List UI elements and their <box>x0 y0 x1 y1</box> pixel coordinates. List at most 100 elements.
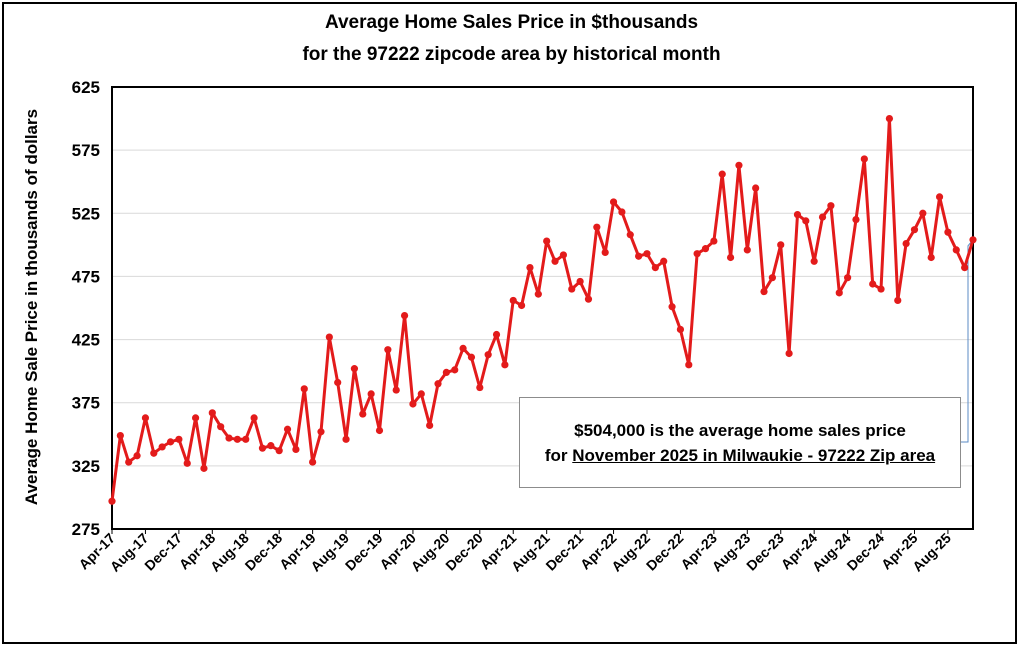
x-tick-label-Aug-24: Aug-24 <box>809 530 854 575</box>
callout-leader-line <box>961 239 974 443</box>
data-point-100 <box>944 228 952 236</box>
data-point-94 <box>894 296 902 305</box>
chart-title: Average Home Sales Price in $thousands <box>324 12 699 33</box>
data-point-44 <box>476 383 484 392</box>
x-tick-label-Dec-20: Dec-20 <box>442 530 486 574</box>
data-point-67 <box>668 303 676 311</box>
data-point-87 <box>835 289 843 297</box>
data-point-54 <box>559 251 567 259</box>
data-point-63 <box>635 252 643 260</box>
data-point-8 <box>175 435 183 443</box>
data-point-79 <box>768 274 776 282</box>
data-point-21 <box>283 425 292 433</box>
y-tick-label-325: 325 <box>72 457 100 476</box>
data-point-50 <box>526 263 534 272</box>
data-point-19 <box>267 442 275 450</box>
data-point-83 <box>802 217 810 225</box>
data-point-89 <box>852 216 860 224</box>
data-point-3 <box>133 452 141 460</box>
data-point-76 <box>743 246 751 254</box>
data-point-75 <box>735 161 743 169</box>
data-point-52 <box>543 237 551 245</box>
data-point-36 <box>409 400 417 408</box>
data-point-64 <box>643 250 651 258</box>
data-point-43 <box>467 353 476 361</box>
data-point-41 <box>451 366 459 374</box>
x-tick-label-Aug-21: Aug-21 <box>508 530 553 575</box>
data-point-23 <box>300 385 308 393</box>
data-point-56 <box>576 277 584 286</box>
data-point-101 <box>952 246 960 254</box>
data-point-65 <box>651 263 659 272</box>
data-point-58 <box>593 223 601 231</box>
x-tick-label-Aug-17: Aug-17 <box>107 530 152 575</box>
data-point-57 <box>584 295 593 303</box>
x-tick-label-Aug-22: Aug-22 <box>608 530 653 575</box>
data-point-47 <box>501 361 509 369</box>
data-point-46 <box>492 330 501 339</box>
data-point-72 <box>710 237 718 245</box>
data-point-92 <box>877 285 885 293</box>
x-tick-label-Dec-17: Dec-17 <box>141 530 185 574</box>
data-point-55 <box>568 285 576 293</box>
data-point-31 <box>367 390 375 398</box>
data-point-84 <box>810 257 818 265</box>
data-point-90 <box>860 155 868 163</box>
data-point-77 <box>752 184 760 192</box>
plot-area-border <box>111 86 974 530</box>
data-point-71 <box>701 245 710 253</box>
data-point-9 <box>183 459 191 467</box>
x-tick-label-Aug-23: Aug-23 <box>709 530 754 575</box>
data-point-91 <box>869 280 877 288</box>
x-tick-label-Aug-18: Aug-18 <box>207 530 252 575</box>
data-point-99 <box>935 193 944 201</box>
y-tick-label-575: 575 <box>72 141 100 160</box>
x-tick-label-Dec-18: Dec-18 <box>242 530 286 574</box>
x-tick-label-Dec-19: Dec-19 <box>342 530 386 574</box>
data-point-12 <box>208 409 216 417</box>
data-point-17 <box>250 414 258 422</box>
callout-line-2-underlined: November 2025 in Milwaukie - 97222 Zip a… <box>572 446 936 465</box>
annotation-callout: $504,000 is the average home sales price… <box>519 397 961 488</box>
data-point-1 <box>116 431 124 440</box>
data-point-51 <box>534 290 542 298</box>
x-tick-label-Dec-24: Dec-24 <box>843 530 887 574</box>
x-tick-label-Aug-25: Aug-25 <box>909 530 954 575</box>
data-point-73 <box>718 170 726 178</box>
data-point-80 <box>777 241 785 249</box>
data-point-11 <box>200 464 208 472</box>
data-point-27 <box>334 378 342 387</box>
data-point-22 <box>292 445 300 454</box>
data-point-20 <box>275 447 283 455</box>
data-point-29 <box>350 365 359 373</box>
data-point-60 <box>609 198 618 206</box>
data-point-68 <box>676 325 685 334</box>
y-tick-label-625: 625 <box>72 78 100 97</box>
data-point-93 <box>885 114 894 123</box>
x-tick-label-Aug-19: Aug-19 <box>307 530 352 575</box>
data-point-0 <box>108 497 116 505</box>
data-point-37 <box>417 390 425 398</box>
data-point-13 <box>217 423 225 431</box>
data-point-40 <box>442 368 450 377</box>
y-tick-label-275: 275 <box>72 520 100 539</box>
x-tick-label-Dec-21: Dec-21 <box>542 530 586 574</box>
callout-line-2-prefix: for <box>544 446 573 465</box>
data-point-35 <box>400 311 409 320</box>
y-tick-label-425: 425 <box>72 331 100 350</box>
data-point-103 <box>969 236 977 244</box>
data-point-24 <box>309 458 317 466</box>
data-point-53 <box>551 257 559 265</box>
data-point-102 <box>961 263 969 272</box>
data-point-78 <box>760 287 768 296</box>
data-point-70 <box>693 250 701 258</box>
data-point-85 <box>818 213 827 221</box>
data-point-15 <box>233 435 241 443</box>
callout-line-2: for November 2025 in Milwaukie - 97222 Z… <box>520 446 960 466</box>
data-point-4 <box>141 414 150 422</box>
data-point-7 <box>166 438 175 446</box>
data-point-86 <box>827 202 835 210</box>
data-point-33 <box>384 346 392 354</box>
data-point-5 <box>150 449 158 457</box>
